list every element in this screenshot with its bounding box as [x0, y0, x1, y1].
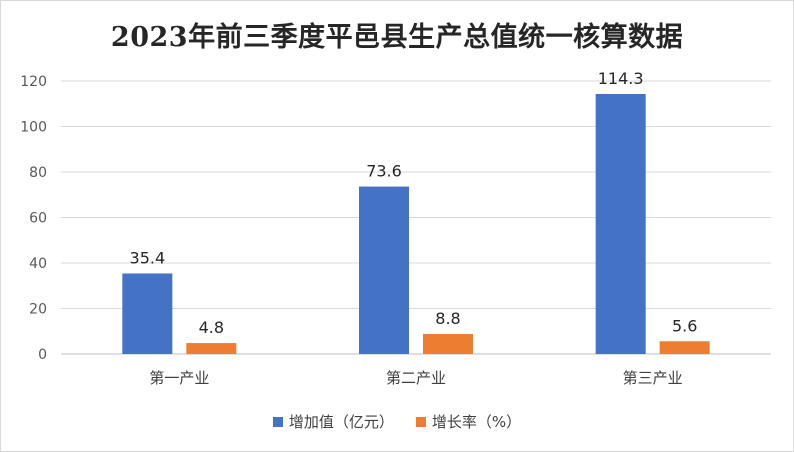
legend-item-added-value: 增加值（亿元） — [272, 411, 394, 432]
data-label: 114.3 — [598, 69, 644, 88]
data-label: 5.6 — [672, 316, 697, 335]
bar — [359, 186, 409, 354]
y-tick-label: 100 — [20, 120, 47, 136]
y-tick-label: 20 — [29, 302, 47, 318]
data-label: 35.4 — [130, 248, 166, 267]
legend-swatch-added-value — [272, 416, 283, 427]
data-label: 73.6 — [366, 162, 402, 181]
y-tick-label: 40 — [29, 256, 47, 272]
legend-swatch-growth-rate — [415, 416, 426, 427]
bar — [122, 273, 173, 354]
data-label: 4.8 — [199, 318, 224, 337]
bar — [659, 341, 710, 354]
x-tick-label: 第一产业 — [149, 369, 209, 387]
y-tick-label: 60 — [29, 211, 47, 227]
bar — [186, 343, 237, 354]
legend-label-added-value: 增加值（亿元） — [288, 413, 394, 431]
x-tick-label: 第二产业 — [386, 369, 446, 387]
legend-item-growth-rate: 增长率（%） — [415, 411, 522, 432]
chart-title: 2023年前三季度平邑县生产总值统一核算数据 — [110, 22, 684, 53]
legend-label-growth-rate: 增长率（%） — [431, 413, 522, 431]
y-tick-label: 120 — [20, 74, 47, 90]
y-tick-label: 80 — [29, 165, 47, 181]
bar — [423, 333, 473, 354]
data-label: 8.8 — [435, 309, 460, 328]
legend: 增加值（亿元） 增长率（%） — [1, 411, 793, 432]
y-tick-label: 0 — [38, 347, 47, 363]
x-tick-label: 第三产业 — [623, 369, 683, 387]
bar — [595, 93, 646, 354]
